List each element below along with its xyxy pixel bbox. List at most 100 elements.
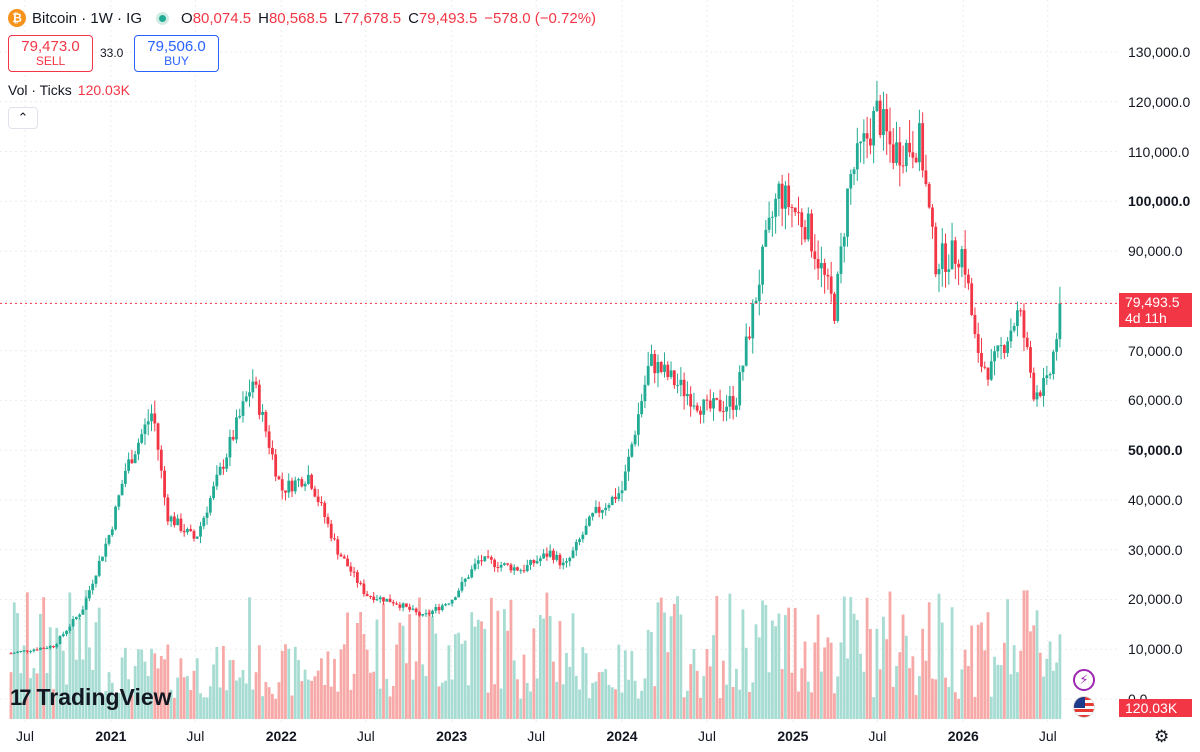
candle-body <box>434 607 438 611</box>
volume-bar <box>872 697 876 719</box>
candle-body <box>885 109 889 132</box>
close-value: 79,493.5 <box>418 9 478 27</box>
candle-body <box>529 560 532 565</box>
candle-body <box>398 604 402 608</box>
candle-body <box>643 384 647 402</box>
candle-body <box>587 516 591 526</box>
volume-bar <box>385 678 389 719</box>
volume-bar <box>803 641 807 719</box>
candle-body <box>584 525 588 535</box>
x-tick-label: Jul <box>356 728 375 744</box>
buy-price: 79,506.0 <box>147 37 206 55</box>
candle-body <box>676 385 679 387</box>
candle-body <box>862 133 866 142</box>
volume-bar <box>166 644 170 719</box>
volume-bar <box>346 612 349 719</box>
volume-bar <box>695 670 699 719</box>
volume-bar <box>476 619 480 719</box>
candle-body <box>790 207 794 209</box>
candle-body <box>663 364 666 372</box>
candle-body <box>342 556 346 559</box>
volume-bar <box>12 602 16 719</box>
symbol-title[interactable]: Bitcoin · 1W · IG <box>32 9 143 27</box>
volume-bar <box>790 672 794 719</box>
buy-button[interactable]: 79,506.0 BUY <box>134 35 219 72</box>
volume-bar <box>506 630 510 719</box>
volume-bar <box>885 639 889 719</box>
volume-bar <box>349 689 353 719</box>
candle-body <box>453 597 457 600</box>
volume-bar <box>133 665 137 719</box>
candle-body <box>721 411 725 413</box>
volume-bar <box>172 697 176 719</box>
candle-body <box>300 479 304 487</box>
candle-body <box>58 636 62 644</box>
y-tick-label: 30,000.0 <box>1128 541 1183 558</box>
candle-body <box>25 650 29 652</box>
candle-body <box>669 370 673 377</box>
candle-body <box>267 431 271 448</box>
volume-bar <box>833 693 836 719</box>
volume-bar <box>486 692 490 719</box>
volume-bar <box>911 656 915 719</box>
candle-body <box>489 557 493 560</box>
candle-body <box>127 459 131 471</box>
volume-bar <box>434 633 438 719</box>
volume-bar <box>55 627 59 719</box>
tradingview-logo[interactable]: 17 TradingView <box>10 684 172 711</box>
gear-icon[interactable]: ⚙ <box>1154 727 1170 746</box>
candle-body <box>117 495 121 507</box>
volume-bar <box>140 649 144 719</box>
volume-bar <box>630 650 634 719</box>
candle-body <box>61 634 65 637</box>
volume-bar <box>1045 658 1049 719</box>
candle-body <box>970 283 974 315</box>
volume-bar <box>793 607 797 719</box>
candle-body <box>365 594 369 596</box>
candlesticks <box>9 80 1062 655</box>
candle-body <box>751 303 755 339</box>
volume-bar <box>702 676 706 719</box>
volume-bar <box>738 689 742 719</box>
market-status-icon[interactable] <box>156 11 170 25</box>
candle-body <box>195 536 199 539</box>
candle-body <box>166 497 170 522</box>
lightning-icon[interactable]: ⚡ <box>1073 669 1095 691</box>
candle-body <box>901 165 905 167</box>
candle-body <box>927 184 931 208</box>
candle-body <box>973 314 977 335</box>
volume-bar <box>460 643 464 719</box>
candle-body <box>414 608 418 613</box>
volume-bar <box>650 632 653 719</box>
candle-body <box>192 531 196 539</box>
y-tick-label: 40,000.0 <box>1128 491 1183 508</box>
volume-bar <box>499 688 503 719</box>
volume-bar <box>208 686 212 719</box>
volume-bar <box>29 678 33 719</box>
candle-body <box>352 571 356 573</box>
volume-bar <box>195 658 199 719</box>
volume-bar <box>859 653 862 719</box>
sell-button[interactable]: 79,473.0 SELL <box>8 35 93 72</box>
candle-body <box>447 603 451 605</box>
candle-body <box>467 577 470 579</box>
candle-body <box>169 516 173 522</box>
candle-body <box>418 612 421 616</box>
volume-bar <box>640 690 644 719</box>
volume-legend[interactable]: Vol · Ticks 120.03K <box>8 82 130 98</box>
candle-body <box>731 396 735 410</box>
volume-bar <box>156 668 160 719</box>
candle-body <box>738 372 742 406</box>
collapse-legend-button[interactable]: ⌃ <box>8 107 38 129</box>
volume-bar <box>228 660 232 719</box>
candle-body <box>355 572 359 583</box>
us-flag-icon[interactable] <box>1073 696 1095 718</box>
candle-body <box>516 567 519 571</box>
candle-body <box>761 246 764 285</box>
candle-body <box>271 447 274 455</box>
candle-body <box>917 123 921 163</box>
candle-body <box>904 142 908 167</box>
volume-bar <box>378 688 382 719</box>
volume-bar <box>525 682 529 719</box>
